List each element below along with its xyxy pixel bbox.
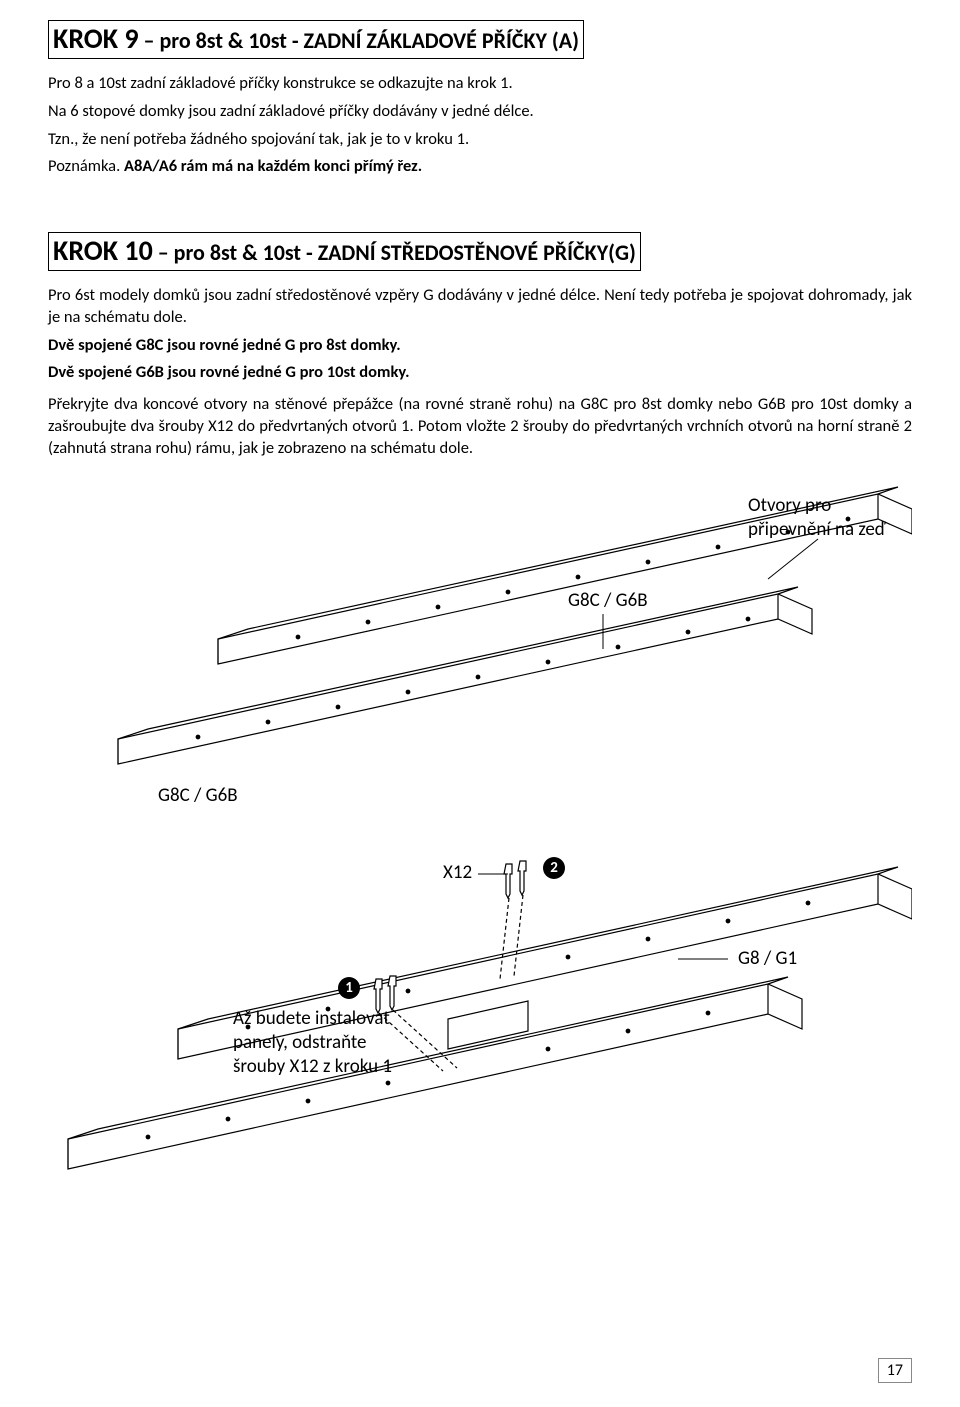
step9-p3b-text: A8A/A6 rám má na každém konci přímý řez. — [120, 156, 422, 176]
step10-heading: KROK 10 – pro 8st & 10st - ZADNÍ STŘEDOS… — [48, 232, 641, 271]
step10-p3: Dvě spojené G6B jsou rovné jedné G pro 1… — [48, 362, 912, 384]
label-install-note: Až budete instalovat panely, odstraňte š… — [233, 1007, 423, 1078]
step9-p1: Pro 8 a 10st zadní základové příčky kons… — [48, 73, 912, 95]
assembly-diagram: Otvory pro připevnění na zeď G8C / G6B G… — [48, 479, 912, 1179]
label-wall-holes: Otvory pro připevnění na zeď — [748, 494, 908, 542]
step10-p2: Dvě spojené G8C jsou rovné jedné G pro 8… — [48, 335, 912, 357]
step10-heading-rest: – pro 8st & 10st - ZADNÍ STŘEDOSTĚNOVÉ P… — [153, 239, 636, 266]
step10-heading-big: KROK 10 — [53, 233, 153, 268]
step10-p4: Překryjte dva koncové otvory na stěnové … — [48, 394, 912, 459]
step9-heading-rest: – pro 8st & 10st - ZADNÍ ZÁKLADOVÉ PŘÍČK… — [139, 27, 579, 54]
step9-p3a: Tzn., že není potřeba žádného spojování … — [48, 129, 912, 151]
label-g8g1: G8 / G1 — [738, 947, 797, 971]
step10-p1: Pro 6st modely domků jsou zadní středost… — [48, 285, 912, 329]
label-g8c-left: G8C / G6B — [158, 784, 238, 808]
page-number: 17 — [878, 1358, 912, 1383]
step9-heading: KROK 9 – pro 8st & 10st - ZADNÍ ZÁKLADOV… — [48, 20, 584, 59]
step9-p3b-label: Poznámka. — [48, 156, 120, 176]
label-x12: X12 — [443, 861, 472, 885]
step9-p3b: Poznámka. A8A/A6 rám má na každém konci … — [48, 156, 912, 178]
label-g8c-top: G8C / G6B — [568, 589, 648, 613]
step9-heading-big: KROK 9 — [53, 21, 139, 56]
step9-p2: Na 6 stopové domky jsou zadní základové … — [48, 101, 912, 123]
